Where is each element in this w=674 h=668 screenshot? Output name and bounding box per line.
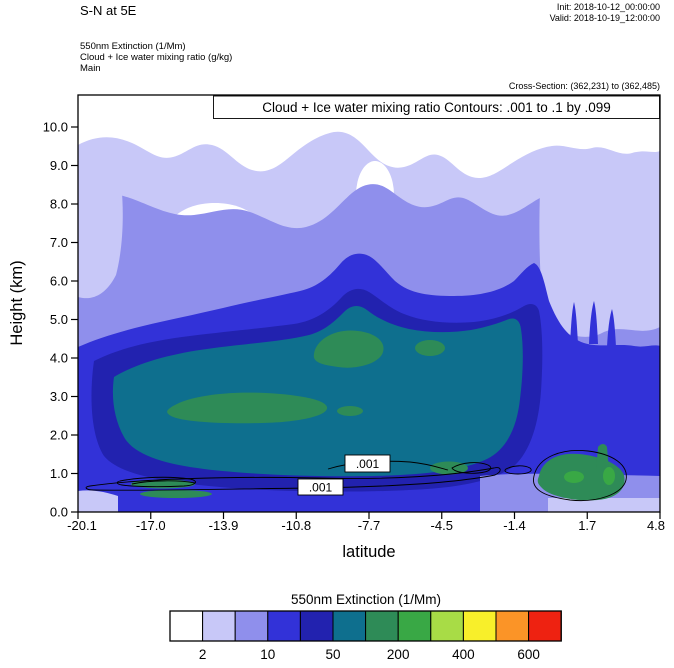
cloud-contour-line-inner	[116, 476, 196, 488]
cloud-contour-line-left	[131, 480, 196, 485]
blue-spike-1	[570, 302, 578, 345]
x-tick-label: -20.1	[67, 518, 97, 533]
y-tick-label: 4.0	[50, 351, 68, 366]
colorbar-cell	[495, 610, 530, 642]
y-tick-label: 9.0	[50, 158, 68, 173]
y-tick-label: 5.0	[50, 312, 68, 327]
lavender-patch-right	[539, 186, 660, 337]
colorbar-label: 50	[325, 647, 340, 662]
contour-label-box-2	[297, 478, 344, 496]
bright-green-spot-a	[564, 471, 584, 483]
init-timestamp: Init: 2018-10-12_00:00:00	[557, 2, 660, 12]
x-tick-label: -4.5	[431, 518, 453, 533]
y-axis-tick-labels: 10.0 9.0 8.0 7.0 6.0 5.0 4.0 3.0 2.0 1.0…	[43, 120, 68, 520]
y-tick-label: 6.0	[50, 274, 68, 289]
y-tick-label: 7.0	[50, 235, 68, 250]
x-tick-label: 4.8	[647, 518, 665, 533]
cloud-contour-line-main	[85, 467, 501, 491]
colorbar-cell	[365, 610, 399, 642]
y-axis-title: Height (km)	[8, 260, 26, 345]
green-max-tiny	[337, 406, 363, 416]
colorbar-cell	[299, 610, 334, 642]
green-max-elongated	[167, 392, 328, 424]
x-tick-label: -17.0	[136, 518, 166, 533]
colorbar-cell	[397, 610, 432, 642]
y-tick-label: 0.0	[50, 505, 68, 520]
field-line-mixing-ratio: Cloud + Ice water mixing ratio (g/kg)	[80, 52, 232, 63]
inner-title: Cloud + Ice water mixing ratio Contours:…	[262, 100, 611, 115]
colorbar-title: 550nm Extinction (1/Mm)	[291, 592, 441, 607]
bottom-strip-lavender-left	[78, 490, 118, 512]
x-axis-title: latitude	[342, 543, 395, 561]
contour-label-box-1	[344, 454, 391, 473]
colorbar-cell	[430, 610, 464, 642]
colorbar-cell	[332, 610, 367, 642]
bottom-strip-lavender-right	[548, 498, 660, 512]
x-axis-ticks	[77, 512, 661, 519]
lavender-patch-left	[78, 153, 123, 299]
colorbar-cell	[202, 610, 236, 642]
colorbar-labels: 2 10 50 200 400 600	[199, 647, 540, 662]
green-max-bottom-left-b	[140, 490, 212, 498]
green-max-center	[313, 330, 384, 368]
cloud-contour-loop-b	[504, 465, 532, 475]
green-max-small	[415, 340, 445, 356]
contour-plot-area: .001 .001	[78, 95, 660, 512]
colorbar-cell	[528, 610, 562, 642]
colorbar-label: 2	[199, 647, 207, 662]
x-tick-label: 1.7	[578, 518, 596, 533]
colorbar-cell	[267, 610, 301, 642]
cloud-contour-loop-a	[451, 462, 492, 474]
x-axis-tick-labels: -20.1 -17.0 -13.9 -10.8 -7.7 -4.5 -1.4 1…	[67, 518, 665, 533]
green-streak-right	[596, 444, 609, 471]
cross-section-label: Cross-Section: (362,231) to (362,485)	[509, 81, 660, 91]
x-tick-label: -1.4	[503, 518, 525, 533]
colorbar-cell	[234, 610, 269, 642]
bright-green-spot-b	[603, 467, 615, 485]
x-tick-label: -10.8	[281, 518, 311, 533]
contour-label-2: .001	[309, 481, 333, 495]
y-tick-label: 2.0	[50, 428, 68, 443]
colorbar-label: 10	[260, 647, 275, 662]
contour-label-1: .001	[356, 457, 380, 471]
blue-spike-2	[589, 301, 598, 344]
colorbar-cell	[462, 610, 497, 642]
y-tick-label: 8.0	[50, 197, 68, 212]
field-line-extinction: 550nm Extinction (1/Mm)	[80, 41, 186, 52]
x-tick-label: -13.9	[209, 518, 239, 533]
y-tick-label: 3.0	[50, 389, 68, 404]
colorbar-cell	[169, 610, 204, 642]
colorbar-label: 400	[452, 647, 475, 662]
blue-spike-3	[607, 309, 616, 347]
inner-title-box	[213, 95, 660, 119]
page-title: S-N at 5E	[80, 3, 137, 18]
x-tick-label: -7.7	[358, 518, 380, 533]
y-tick-label: 1.0	[50, 466, 68, 481]
valid-timestamp: Valid: 2018-10-19_12:00:00	[550, 13, 660, 23]
colorbar-label: 200	[387, 647, 410, 662]
colorbar-label: 600	[517, 647, 540, 662]
colorbar	[169, 610, 562, 642]
cloud-contour-loop-right	[533, 449, 627, 502]
y-axis-ticks	[71, 126, 78, 513]
field-line-domain: Main	[80, 63, 101, 74]
colorbar-border	[169, 610, 562, 642]
y-tick-label: 10.0	[43, 120, 68, 135]
